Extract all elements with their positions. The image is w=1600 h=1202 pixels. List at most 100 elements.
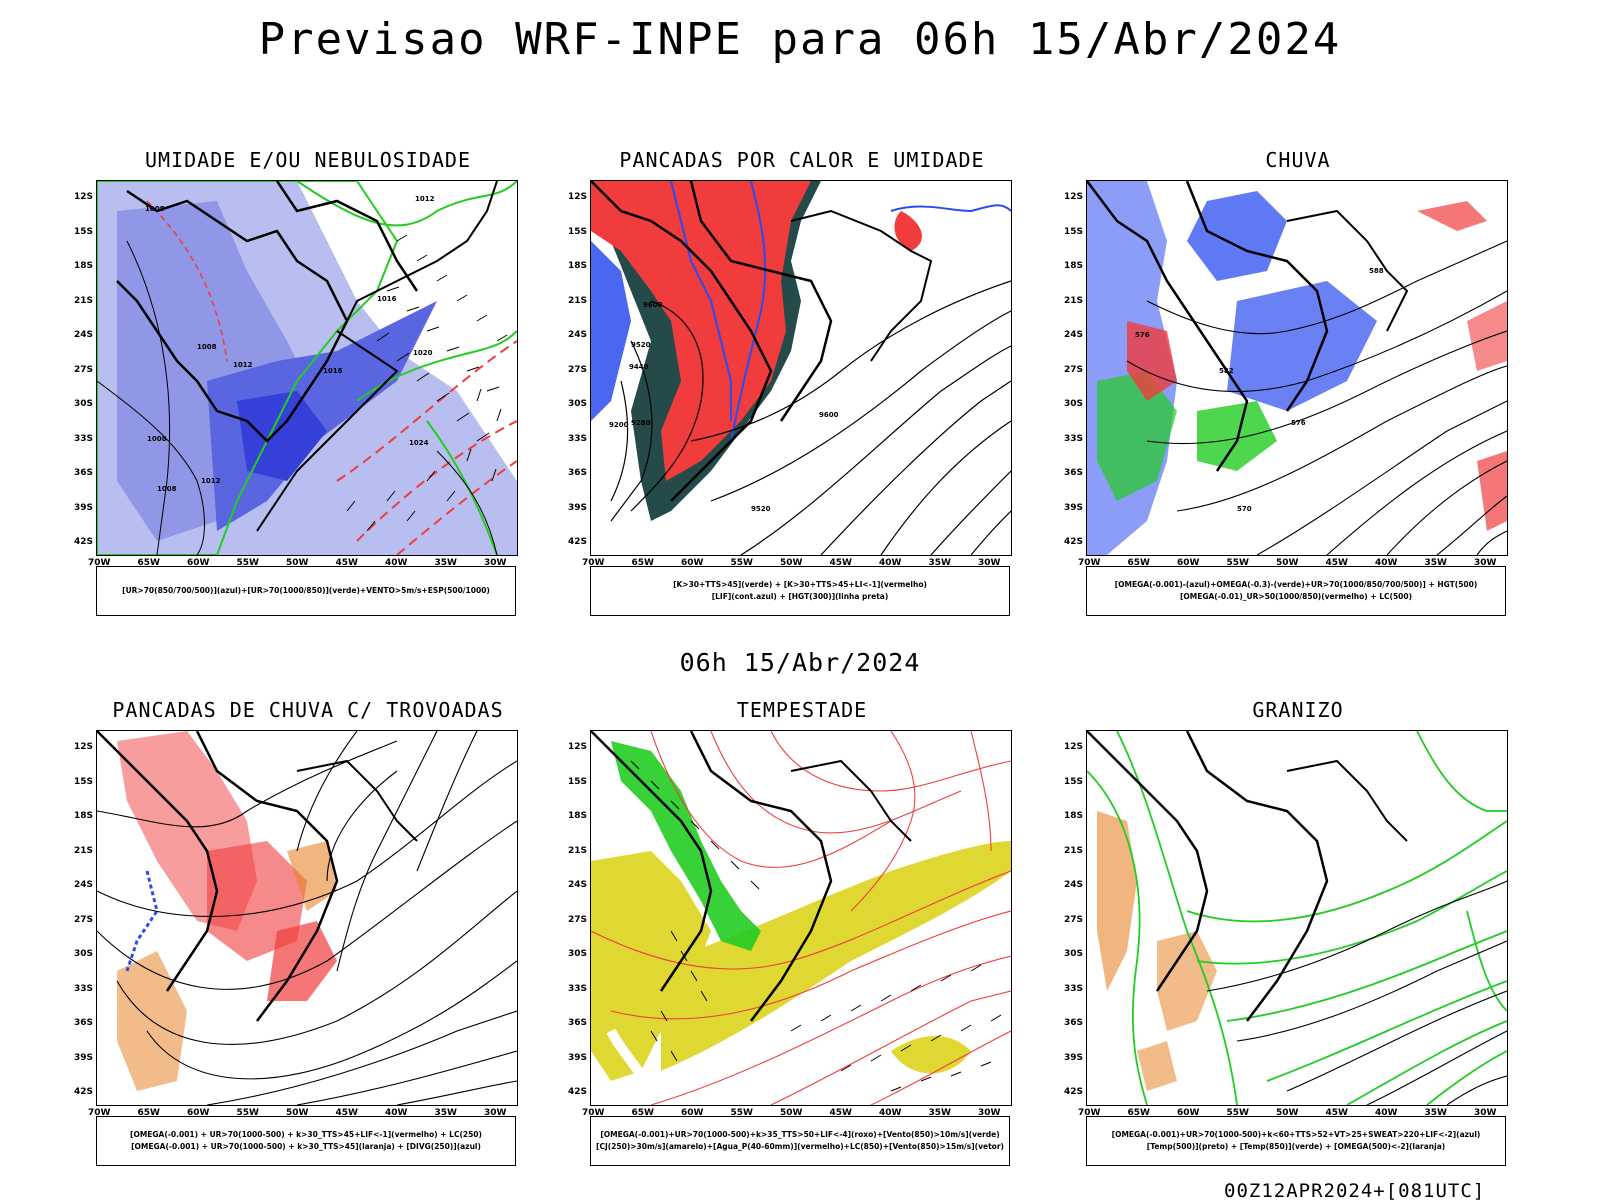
lat-tick-label: 36S <box>74 468 94 478</box>
panel-pancadas-calor: PANCADAS POR CALOR E UMIDADE <box>568 148 1032 618</box>
lon-tick-label: 60W <box>681 1108 704 1118</box>
axes-pancadas-calor: 12S 15S 18S 21S 24S 27S 30S 33S 36S 39S 42S 70W 65W 6… <box>568 180 1010 568</box>
lat-tick-label: 39S <box>568 502 588 513</box>
lon-tick-label: 65W <box>137 558 160 568</box>
lon-tick-label: 40W <box>385 558 408 568</box>
run-stamp: 00Z12APR2024+[081UTC] <box>1224 1180 1486 1202</box>
mid-date: 06h 15/Abr/2024 <box>679 648 921 677</box>
lat-tick-label: 36S <box>1064 1018 1084 1028</box>
lon-tick-label: 55W <box>236 1108 259 1118</box>
lon-tick-label: 70W <box>1078 1108 1101 1118</box>
lat-tick-label: 42S <box>1064 1087 1084 1097</box>
lat-tick-label: 15S <box>74 226 94 237</box>
legend-line: [Temp(500)](preto) + [Temp(850)](verde) … <box>1146 1142 1446 1151</box>
legend-pancadas-calor: [K>30+TTS>45](verde) + [K>30+TTS>45+LI<-… <box>590 566 1010 616</box>
lon-tick-label: 70W <box>88 1108 111 1118</box>
svg-text:1008: 1008 <box>145 205 165 213</box>
lat-tick-label: 18S <box>74 261 94 271</box>
map-graphic: 1008 1012 1016 1008 1012 1008 1012 1008 1016 1… <box>97 181 517 555</box>
legend-line: [K>30+TTS>45](verde) + [K>30+TTS>45+LI<-… <box>673 580 927 589</box>
lon-tick-label: 35W <box>1424 558 1447 568</box>
svg-text:1016: 1016 <box>377 295 397 303</box>
lon-tick-label: 65W <box>1127 558 1150 568</box>
lat-tick-label: 39S <box>74 1052 94 1063</box>
panel-title: PANCADAS POR CALOR E UMIDADE <box>619 148 985 172</box>
map-tempestade <box>590 730 1012 1106</box>
lon-tick-label: 60W <box>1177 1108 1200 1118</box>
lat-tick-label: 12S <box>74 742 94 752</box>
svg-text:1012: 1012 <box>415 195 435 203</box>
lat-tick-label: 21S <box>568 845 588 856</box>
lon-tick-label: 40W <box>1375 1108 1398 1118</box>
panel-granizo: GRANIZO <box>1064 698 1528 1168</box>
lat-tick-label: 30S <box>74 949 94 959</box>
lon-tick-label: 55W <box>236 558 259 568</box>
svg-text:1016: 1016 <box>323 367 343 375</box>
lon-tick-label: 30W <box>978 558 1001 568</box>
lat-tick-label: 30S <box>1064 949 1084 959</box>
lat-tick-label: 15S <box>74 776 94 787</box>
lat-tick-label: 21S <box>74 295 94 306</box>
lon-tick-label: 65W <box>631 558 654 568</box>
svg-text:1008: 1008 <box>197 343 217 351</box>
lat-tick-label: 12S <box>568 192 588 202</box>
legend-pancadas-trovoadas: [OMEGA(-0.001) + UR>70(1000-500) + k>30_… <box>96 1116 516 1166</box>
lat-tick-label: 18S <box>568 811 588 821</box>
lon-tick-label: 45W <box>335 558 358 568</box>
svg-text:1024: 1024 <box>409 439 429 447</box>
legend-tempestade: [OMEGA(-0.001)+UR>70(1000-500)+k>35_TTS>… <box>590 1116 1010 1166</box>
axes-chuva: 12S 15S 18S 21S 24S 27S 30S 33S 36S 39S 42S 70W 65W 6… <box>1064 180 1506 568</box>
lon-tick-label: 55W <box>1226 558 1249 568</box>
lat-tick-label: 33S <box>568 983 588 994</box>
legend-line: [OMEGA(-0.001)-(azul)+OMEGA(-0.3)-(verde… <box>1114 580 1478 589</box>
lon-tick-label: 60W <box>681 558 704 568</box>
lat-tick-label: 24S <box>1064 880 1084 890</box>
lon-tick-label: 30W <box>484 558 507 568</box>
lat-tick-label: 30S <box>568 949 588 959</box>
lat-tick-label: 12S <box>568 742 588 752</box>
lon-tick-label: 40W <box>385 1108 408 1118</box>
lat-tick-label: 21S <box>1064 845 1084 856</box>
lat-tick-label: 27S <box>568 914 588 925</box>
map-umidade: 1008 1012 1016 1008 1012 1008 1012 1008 1016 1… <box>96 180 518 556</box>
svg-text:576: 576 <box>1291 419 1306 427</box>
legend-line: [OMEGA(-0.001) + UR>70(1000-500) + k>30_… <box>131 1142 481 1151</box>
lat-tick-label: 33S <box>1064 983 1084 994</box>
lon-tick-label: 50W <box>1276 558 1299 568</box>
panel-title: GRANIZO <box>1252 698 1344 722</box>
svg-text:9520: 9520 <box>751 505 771 513</box>
lat-tick-label: 12S <box>1064 192 1084 202</box>
lat-tick-label: 15S <box>1064 776 1084 787</box>
panel-pancadas-trovoadas: PANCADAS DE CHUVA C/ TROVOADAS <box>74 698 538 1168</box>
main-title: Previsao WRF-INPE para 06h 15/Abr/2024 <box>258 14 1342 65</box>
svg-text:570: 570 <box>1237 505 1252 513</box>
lon-tick-label: 50W <box>780 558 803 568</box>
lon-tick-label: 70W <box>582 1108 605 1118</box>
svg-text:1008: 1008 <box>147 435 167 443</box>
svg-text:9200: 9200 <box>609 421 629 429</box>
lon-tick-label: 40W <box>1375 558 1398 568</box>
lon-tick-label: 65W <box>137 1108 160 1118</box>
lat-tick-label: 27S <box>1064 364 1084 375</box>
lat-tick-label: 30S <box>1064 399 1084 409</box>
axes-tempestade: 12S 15S 18S 21S 24S 27S 30S 33S 36S 39S 42S 70W 65W 6… <box>568 730 1010 1118</box>
lat-tick-label: 39S <box>1064 502 1084 513</box>
lat-tick-label: 15S <box>568 776 588 787</box>
lat-tick-label: 30S <box>568 399 588 409</box>
lon-tick-label: 65W <box>1127 1108 1150 1118</box>
map-graphic <box>591 731 1011 1105</box>
lat-tick-label: 24S <box>74 880 94 890</box>
axes-granizo: 12S 15S 18S 21S 24S 27S 30S 33S 36S 39S 42S 70W 65W 6… <box>1064 730 1506 1118</box>
lat-tick-label: 33S <box>74 433 94 444</box>
lon-tick-label: 50W <box>780 1108 803 1118</box>
lat-tick-label: 33S <box>1064 433 1084 444</box>
svg-text:582: 582 <box>1219 367 1234 375</box>
lon-tick-label: 45W <box>335 1108 358 1118</box>
lat-tick-label: 12S <box>1064 742 1084 752</box>
lat-tick-label: 27S <box>568 364 588 375</box>
lat-tick-label: 39S <box>74 502 94 513</box>
lon-tick-label: 65W <box>631 1108 654 1118</box>
svg-text:1020: 1020 <box>413 349 433 357</box>
legend-line: [LIF](cont.azul) + [HGT(300)](linha pret… <box>711 592 889 601</box>
